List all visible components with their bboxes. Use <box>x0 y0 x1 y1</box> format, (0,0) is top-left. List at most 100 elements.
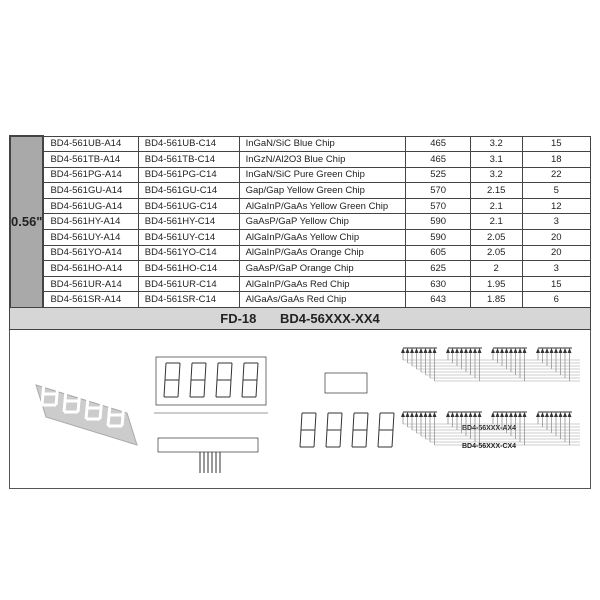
chip-material: InGaN/SiC Pure Green Chip <box>238 166 407 184</box>
cathode-part: BD4-561SR-C14 <box>137 291 240 309</box>
table-row: BD4-561PG-A14 BD4-561PG-C14 InGaN/SiC Pure… <box>10 166 592 184</box>
chip-material: Gap/Gap Yellow Green Chip <box>238 182 407 199</box>
wavelength: 643 <box>405 291 471 309</box>
luminous-intensity: 3 <box>521 213 592 231</box>
anode-part: BD4-561UG-A14 <box>42 197 139 215</box>
cathode-part: BD4-561UR-C14 <box>137 275 240 293</box>
digit-outline <box>40 381 60 407</box>
cathode-part: BD4-561UG-C14 <box>137 197 240 215</box>
spec-table: 0.56" BD4-561UB-A14 BD4-561UB-C14 InGaN/SiC… <box>8 135 592 309</box>
wavelength: 570 <box>405 197 471 215</box>
anode-part: BD4-561UR-A14 <box>42 275 139 293</box>
luminous-intensity: 3 <box>521 260 592 277</box>
cathode-part: BD4-561UB-C14 <box>137 135 240 153</box>
table-row: BD4-561UY-A14 BD4-561UY-C14 AlGaInP/GaAs Y… <box>10 229 592 246</box>
cathode-part: BD4-561UY-C14 <box>137 229 240 246</box>
luminous-intensity: 15 <box>521 275 592 293</box>
cathode-part: BD4-561PG-C14 <box>137 166 240 184</box>
anode-part: BD4-561PG-A14 <box>42 166 139 184</box>
forward-voltage: 1.85 <box>469 291 523 309</box>
table-row: BD4-561SR-A14 BD4-561SR-C14 AlGaAs/GaAs Re… <box>10 291 592 309</box>
luminous-intensity: 20 <box>521 229 592 246</box>
digit-outline <box>106 402 126 428</box>
digit-outline <box>241 362 259 398</box>
anode-circuit-diagram <box>401 347 580 382</box>
table-row: 0.56" BD4-561UB-A14 BD4-561UB-C14 InGaN/SiC… <box>8 135 592 309</box>
cathode-part: BD4-561TB-C14 <box>137 151 240 168</box>
digit-outline <box>163 362 181 398</box>
chip-material: InGaN/SiC Blue Chip <box>238 135 407 153</box>
table-row: BD4-561HY-A14 BD4-561HY-C14 GaAsP/GaP Yell… <box>10 213 592 231</box>
wavelength: 525 <box>405 166 471 184</box>
forward-voltage: 2.05 <box>469 244 523 262</box>
digit-outline <box>62 388 82 414</box>
forward-voltage: 3.1 <box>469 151 523 168</box>
luminous-intensity: 20 <box>521 244 592 262</box>
table-row: BD4-561YO-A14 BD4-561YO-C14 AlGaInP/GaAs O… <box>10 244 592 262</box>
digit-outline <box>377 412 395 448</box>
package-band: FD-18 BD4-56XXX-XX4 <box>9 307 591 330</box>
table-row: BD4-561UG-A14 BD4-561UG-C14 AlGaInP/GaAs Y… <box>10 197 592 215</box>
chip-material: AlGaInP/GaAs Orange Chip <box>238 244 407 262</box>
anode-part: BD4-561SR-A14 <box>42 291 139 309</box>
cathode-circuit-diagram <box>401 411 580 446</box>
package-model: BD4-56XXX-XX4 <box>280 311 380 326</box>
anode-circuit-label: BD4-56XXX-AX4 <box>462 425 517 432</box>
luminous-intensity: 18 <box>521 151 592 168</box>
luminous-intensity: 15 <box>521 135 592 153</box>
wavelength: 590 <box>405 213 471 231</box>
dimension-drawing <box>154 356 395 473</box>
forward-voltage: 3.2 <box>469 166 523 184</box>
wavelength: 465 <box>405 151 471 168</box>
diagram-panel: BD4-56XXX-AX4 BD4-56XXX-CX4 <box>9 330 591 489</box>
size-label: 0.56" <box>8 135 45 309</box>
forward-voltage: 2.1 <box>469 213 523 231</box>
wavelength: 625 <box>405 260 471 277</box>
luminous-intensity: 5 <box>521 182 592 199</box>
chip-material: GaAsP/GaP Yellow Chip <box>238 213 407 231</box>
forward-voltage: 1.95 <box>469 275 523 293</box>
luminous-intensity: 12 <box>521 197 592 215</box>
anode-part: BD4-561TB-A14 <box>42 151 139 168</box>
chip-material: InGzN/Al2O3 Blue Chip <box>238 151 407 168</box>
wavelength: 590 <box>405 229 471 246</box>
anode-part: BD4-561UY-A14 <box>42 229 139 246</box>
digit-outline <box>325 412 343 448</box>
digit-outline <box>215 362 233 398</box>
display-photo <box>35 381 138 446</box>
table-row: BD4-561UR-A14 BD4-561UR-C14 AlGaInP/GaAs R… <box>10 275 592 293</box>
forward-voltage: 2.05 <box>469 229 523 246</box>
table-row: BD4-561TB-A14 BD4-561TB-C14 InGzN/Al2O3 Bl… <box>10 151 592 168</box>
anode-part: BD4-561UB-A14 <box>42 135 139 153</box>
digit-outline <box>189 362 207 398</box>
cathode-part: BD4-561YO-C14 <box>137 244 240 262</box>
chip-material: AlGaAs/GaAs Red Chip <box>238 291 407 309</box>
chip-material: GaAsP/GaP Orange Chip <box>238 260 407 277</box>
cathode-part: BD4-561HO-C14 <box>137 260 240 277</box>
wavelength: 570 <box>405 182 471 199</box>
chip-material: AlGaInP/GaAs Yellow Chip <box>238 229 407 246</box>
forward-voltage: 2.1 <box>469 197 523 215</box>
chip-material: AlGaInP/GaAs Red Chip <box>238 275 407 293</box>
package-code: FD-18 <box>220 311 257 326</box>
wavelength: 605 <box>405 244 471 262</box>
anode-part: BD4-561HO-A14 <box>42 260 139 277</box>
digit-outline <box>351 412 369 448</box>
luminous-intensity: 6 <box>521 291 592 309</box>
anode-part: BD4-561HY-A14 <box>42 213 139 231</box>
anode-part: BD4-561YO-A14 <box>42 244 139 262</box>
forward-voltage: 2 <box>469 260 523 277</box>
cathode-part: BD4-561GU-C14 <box>137 182 240 199</box>
table-row: BD4-561GU-A14 BD4-561GU-C14 Gap/Gap Yellow… <box>10 182 592 199</box>
wavelength: 630 <box>405 275 471 293</box>
cathode-circuit-label: BD4-56XXX-CX4 <box>462 443 517 450</box>
luminous-intensity: 22 <box>521 166 592 184</box>
forward-voltage: 2.15 <box>469 182 523 199</box>
table-row: BD4-561HO-A14 BD4-561HO-C14 GaAsP/GaP Oran… <box>10 260 592 277</box>
chip-material: AlGaInP/GaAs Yellow Green Chip <box>238 197 407 215</box>
digit-outline <box>84 395 104 421</box>
forward-voltage: 3.2 <box>469 135 523 153</box>
wavelength: 465 <box>405 135 471 153</box>
cathode-part: BD4-561HY-C14 <box>137 213 240 231</box>
anode-part: BD4-561GU-A14 <box>42 182 139 199</box>
